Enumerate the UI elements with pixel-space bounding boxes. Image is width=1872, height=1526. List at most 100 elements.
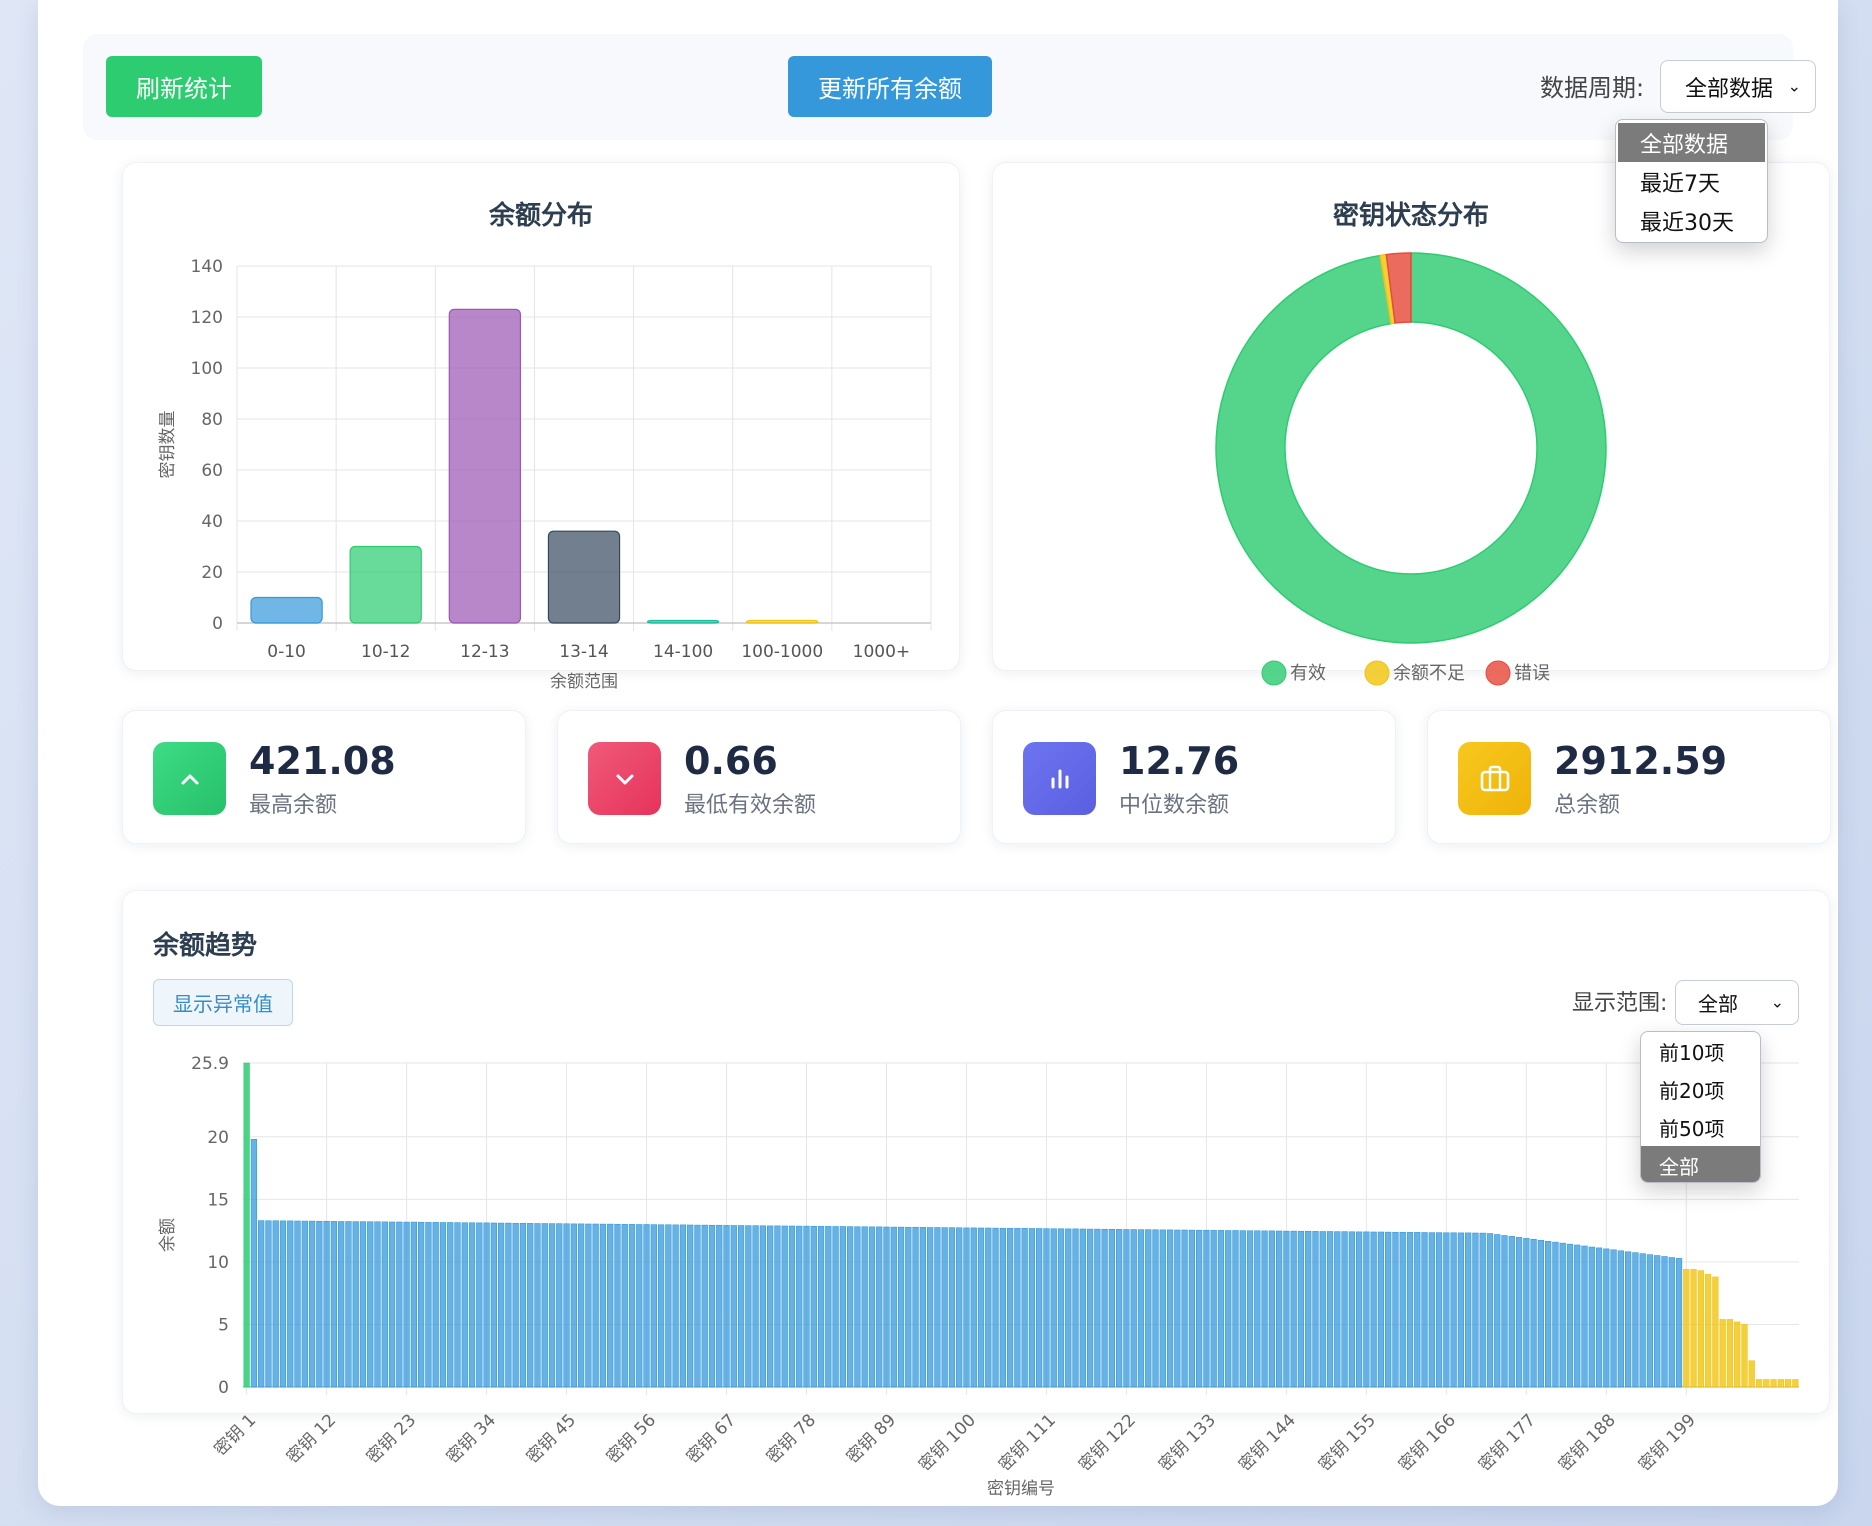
bar: [1588, 1246, 1595, 1388]
bar: [1755, 1379, 1763, 1388]
bar: [1704, 1274, 1712, 1388]
bar: [817, 1226, 825, 1388]
x-tick-label: 密钥 78: [763, 1410, 820, 1467]
period-select[interactable]: 全部数据 ⌄: [1660, 60, 1816, 113]
refresh-stats-button[interactable]: 刷新统计: [106, 56, 262, 117]
bar: [279, 1220, 287, 1388]
bar: [1479, 1232, 1486, 1388]
bar: [1632, 1252, 1639, 1388]
bar: [1617, 1250, 1624, 1388]
bar: [1319, 1231, 1326, 1388]
range-option-top10[interactable]: 前10项: [1659, 1040, 1725, 1065]
bar: [468, 1222, 476, 1388]
bar: [1188, 1229, 1196, 1388]
bar: [1290, 1230, 1297, 1388]
bar: [1057, 1228, 1065, 1388]
stat-card-min: 0.66 最低有效余额: [557, 710, 961, 844]
period-dropdown: 全部数据 最近7天 最近30天: [1615, 119, 1768, 243]
stat-value-max: 421.08: [249, 739, 396, 783]
bar: [752, 1225, 759, 1388]
bar: [1559, 1242, 1566, 1388]
x-tick-label: 密钥 166: [1395, 1410, 1460, 1475]
bar: [349, 545, 422, 624]
briefcase-icon: [1458, 742, 1531, 815]
bar: [388, 1221, 396, 1388]
stat-label-median: 中位数余额: [1119, 793, 1230, 818]
bar: [1079, 1228, 1086, 1388]
bar: [963, 1227, 970, 1388]
update-balances-button[interactable]: 更新所有余额: [788, 56, 992, 117]
bar: [1159, 1229, 1166, 1388]
y-tick-label: 40: [201, 512, 223, 532]
bar: [694, 1224, 701, 1388]
bar: [636, 1224, 643, 1388]
range-option-all[interactable]: 全部: [1641, 1146, 1760, 1182]
bar: [737, 1225, 745, 1388]
legend-swatch: [1485, 660, 1511, 686]
bar: [1719, 1319, 1726, 1388]
bar: [1581, 1245, 1588, 1388]
bar: [599, 1223, 607, 1388]
bar: [956, 1227, 963, 1388]
bar: [1443, 1232, 1450, 1388]
bar: [934, 1227, 941, 1388]
bar: [1414, 1232, 1421, 1388]
bar: [359, 1221, 367, 1388]
bar: [1181, 1229, 1188, 1388]
bar: [476, 1222, 483, 1388]
bar: [461, 1222, 468, 1388]
range-option-top50[interactable]: 前50项: [1659, 1116, 1725, 1141]
stat-value-total: 2912.59: [1554, 739, 1728, 783]
bar: [417, 1221, 425, 1388]
bar: [512, 1222, 519, 1388]
bar: [1741, 1324, 1748, 1388]
bar: [1748, 1360, 1755, 1388]
bar: [1465, 1232, 1472, 1388]
y-tick-label: 25.9: [191, 1054, 229, 1074]
bar: [1625, 1251, 1632, 1388]
range-label: 显示范围:: [1572, 991, 1668, 1016]
bar: [352, 1221, 359, 1388]
bar: [1574, 1244, 1581, 1388]
period-option-7d[interactable]: 最近7天: [1640, 171, 1720, 197]
bar: [1508, 1236, 1515, 1388]
bar: [926, 1227, 934, 1388]
period-option-30d[interactable]: 最近30天: [1640, 210, 1734, 236]
key-status-card: 密钥状态分布 有效 余额不足 错误: [992, 162, 1830, 686]
bar: [250, 1139, 258, 1388]
bar: [992, 1227, 999, 1388]
bar: [1086, 1228, 1094, 1388]
bar: [1654, 1255, 1661, 1388]
y-tick-label: 15: [207, 1190, 229, 1210]
bar: [563, 1223, 570, 1388]
range-option-top20[interactable]: 前20项: [1659, 1078, 1725, 1103]
bar: [646, 619, 720, 624]
bar: [330, 1221, 338, 1388]
bar: [746, 619, 819, 624]
bar: [679, 1224, 687, 1388]
range-select[interactable]: 全部 ⌄: [1675, 980, 1799, 1025]
bar: [1552, 1241, 1559, 1388]
bar: [1006, 1227, 1014, 1388]
period-option-all[interactable]: 全部数据: [1618, 123, 1765, 162]
bar: [308, 1220, 316, 1388]
bar: [767, 1225, 774, 1388]
bar: [534, 1223, 541, 1388]
legend-label: 余额不足: [1393, 663, 1465, 684]
bar: [1101, 1228, 1108, 1388]
bar: [1363, 1231, 1370, 1388]
show-outliers-button[interactable]: 显示异常值: [153, 979, 293, 1026]
stat-value-min: 0.66: [684, 739, 778, 783]
x-tick-label: 13-14: [559, 642, 608, 662]
toolbar: 刷新统计 更新所有余额 数据周期: 全部数据 ⌄: [83, 34, 1816, 140]
bar: [1435, 1232, 1443, 1388]
balance-trend-card: 余额趋势 显示异常值 显示范围: 全部 ⌄ 0 5 10 15 20 25.9 密钥 1 密钥…: [122, 890, 1830, 1499]
bar: [1275, 1230, 1283, 1388]
bar: [788, 1225, 796, 1388]
bar: [730, 1225, 737, 1388]
bar: [1239, 1230, 1246, 1388]
bar: [1770, 1379, 1777, 1388]
bar: [1065, 1228, 1072, 1388]
bar: [1312, 1231, 1319, 1388]
bar: [1014, 1228, 1021, 1388]
